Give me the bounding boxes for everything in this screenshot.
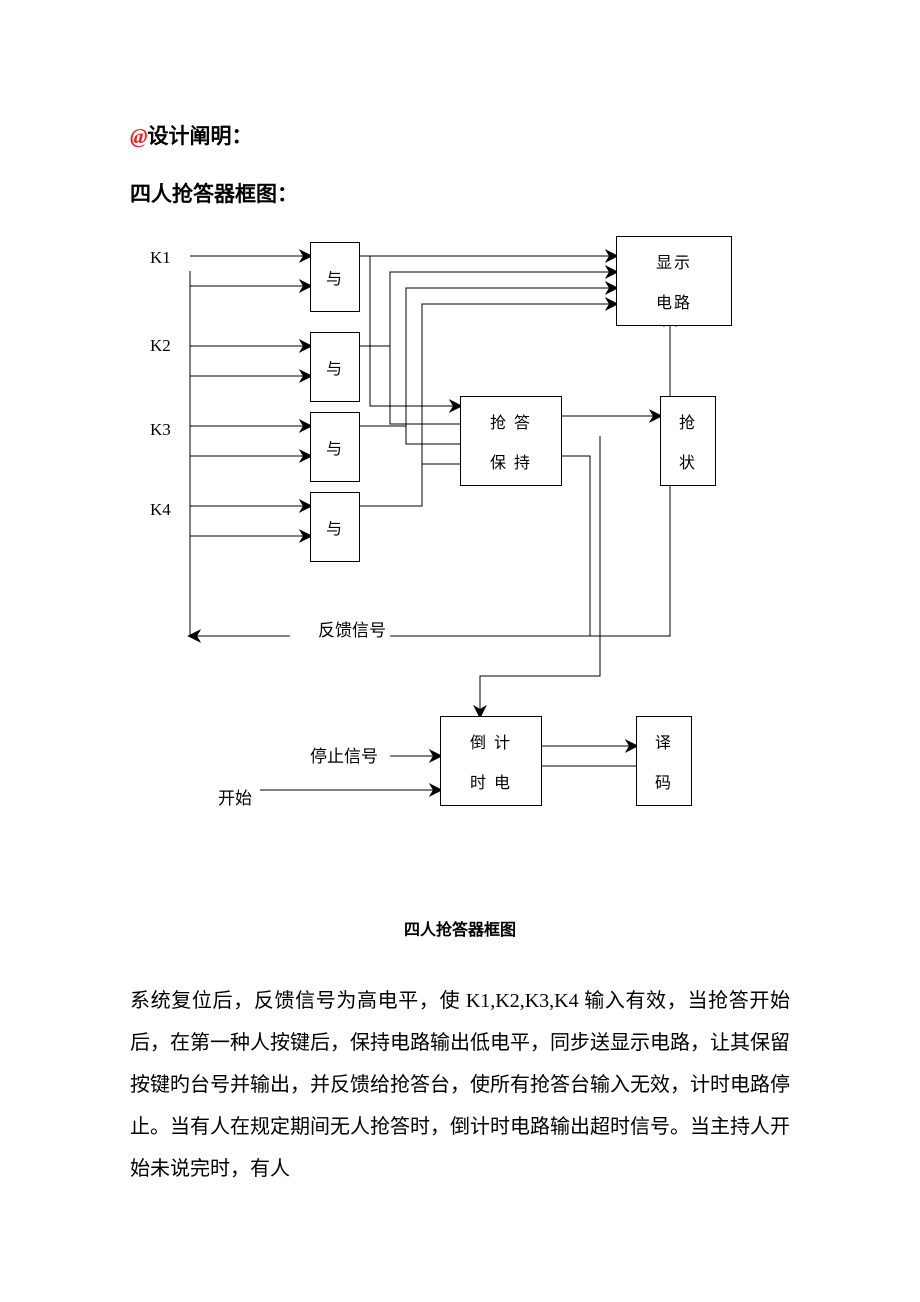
heading-1: @设计阐明： [130,120,790,150]
node-and3: 与 [310,412,360,482]
node-and2: 与 [310,332,360,402]
at-symbol: @ [130,124,147,148]
diagram-caption: 四人抢答器框图 [130,916,790,940]
node-disp: 显示电路 [616,236,732,326]
node-stat: 抢状 [660,396,716,486]
label-k4: K4 [150,500,171,520]
body-paragraph: 系统复位后，反馈信号为高电平，使 K1,K2,K3,K4 输入有效，当抢答开始后… [130,980,790,1190]
node-timer: 倒 计时 电 [440,716,542,806]
node-hold: 抢 答保 持 [460,396,562,486]
label-k3: K3 [150,420,171,440]
node-and4: 与 [310,492,360,562]
label-stop: 停止信号 [310,742,378,767]
heading-2: 四人抢答器框图： [130,178,790,208]
label-start: 开始 [218,784,252,809]
label-k2: K2 [150,336,171,356]
label-k1: K1 [150,248,171,268]
node-and1: 与 [310,242,360,312]
block-diagram: 与与与与抢 答保 持显示电路抢状倒 计时 电译码K1K2K3K4反馈信号停止信号… [130,236,790,876]
node-dec: 译码 [636,716,692,806]
heading-1-text: 设计阐明： [147,124,252,148]
label-feedback: 反馈信号 [318,616,386,641]
